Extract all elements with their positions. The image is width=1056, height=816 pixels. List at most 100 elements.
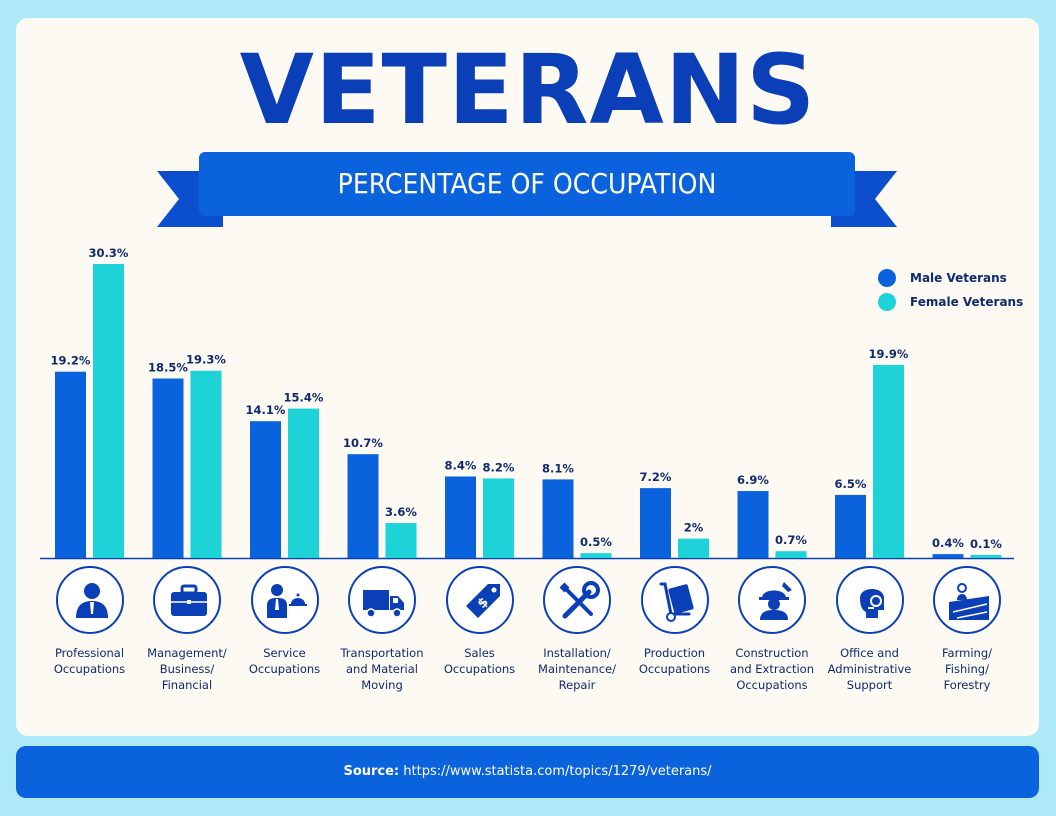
data-label-female-9: 0.1% [970, 537, 1002, 551]
bar-chart: 19.2% 30.3% 18.5%19.3% 14.1%15.4% 10.7% 3.6% 8… [40, 246, 1014, 560]
data-label-female-7: 0.7% [775, 533, 807, 547]
category-label-line: Management/ [147, 646, 227, 660]
bar-female-6 [678, 538, 709, 558]
category-label-line: Installation/ [543, 646, 611, 660]
source-footer: Source: https://www.statista.com/topics/… [16, 746, 1039, 798]
wrench-screwdriver-icon [543, 566, 611, 634]
bar-male-8 [835, 494, 866, 558]
category-label-line: and Material [345, 662, 418, 676]
chart-legend: Male Veterans Female Veterans [878, 266, 1023, 314]
category-label-line: Production [643, 646, 706, 660]
bar-male-6 [640, 488, 671, 558]
bar-male-5 [542, 479, 574, 558]
category-label-line: Fishing/ [945, 662, 989, 676]
category-label-line: Support [846, 678, 893, 692]
truck-icon [348, 566, 416, 634]
category-label-line: and Extraction [730, 662, 814, 676]
bar-female-7 [775, 551, 807, 558]
category-label-line: Professional [54, 646, 125, 660]
category-label-line: Business/ [159, 662, 215, 676]
data-label-female-4: 8.2% [483, 460, 515, 474]
category-label-6: Production Occupations [625, 645, 725, 677]
category-label-line: Occupations [248, 662, 321, 676]
category-label-line: Occupations [443, 662, 516, 676]
category-label-line: Sales [464, 646, 495, 660]
category-label-line: Occupations [53, 662, 126, 676]
bar-male-4 [445, 476, 476, 558]
bar-female-3 [385, 523, 417, 558]
headset-operator-icon [835, 566, 904, 634]
bar-female-5 [580, 553, 612, 558]
bar-male-1 [152, 378, 184, 558]
data-label-male-0: 19.2% [51, 354, 91, 368]
data-label-male-1: 18.5% [148, 360, 188, 374]
data-label-male-5: 8.1% [542, 461, 574, 475]
legend-swatch-female [878, 293, 896, 311]
bar-female-9 [970, 555, 1002, 558]
bar-male-0 [55, 371, 86, 558]
data-label-female-6: 2% [684, 521, 704, 535]
data-label-male-6: 7.2% [640, 470, 672, 484]
category-label-line: Farming/ [942, 646, 992, 660]
bar-male-3 [347, 454, 379, 558]
category-label-1: Management/Business/Financial [137, 645, 237, 693]
category-label-line: Forestry [943, 678, 991, 692]
category-label-line: Occupations [736, 678, 808, 692]
category-label-line: Occupations [638, 662, 711, 676]
bar-female-0 [93, 264, 124, 558]
waiter-icon [250, 566, 319, 634]
legend-swatch-male [878, 269, 896, 287]
category-label-5: Installation/Maintenance/Repair [527, 645, 627, 693]
source-label: Source: [343, 764, 400, 779]
hand-truck-icon [640, 566, 709, 634]
briefcase-icon [153, 566, 221, 634]
professional-person-icon [55, 566, 124, 634]
category-label-line: Administrative [827, 662, 912, 676]
bar-female-1 [190, 370, 222, 558]
category-label-line: Repair [558, 678, 596, 692]
category-label-4: Sales Occupations [430, 645, 530, 677]
category-label-line: Service [263, 646, 306, 660]
data-label-male-8: 6.5% [835, 477, 867, 491]
legend-label-female: Female Veterans [910, 295, 1024, 309]
category-label-line: Moving [361, 678, 403, 692]
page-title: VETERANS [239, 34, 817, 146]
data-label-female-2: 15.4% [284, 391, 324, 405]
category-label-line: Office and [840, 646, 899, 660]
data-label-female-1: 19.3% [186, 353, 226, 367]
data-label-male-2: 14.1% [246, 403, 286, 417]
bar-female-4 [483, 478, 514, 558]
data-label-female-0: 30.3% [89, 246, 129, 260]
bar-male-9 [932, 554, 964, 558]
subtitle-ribbon [199, 152, 855, 216]
legend-label-male: Male Veterans [910, 271, 1007, 285]
category-label-9: Farming/Fishing/Forestry [917, 645, 1017, 693]
chart-subtitle: PERCENTAGE OF OCCUPATION [337, 167, 717, 200]
category-label-3: Transportation and Material Moving [332, 645, 432, 693]
legend-item-male: Male Veterans [878, 266, 1023, 290]
data-label-male-3: 10.7% [343, 436, 383, 450]
bar-male-2 [250, 421, 281, 558]
construction-worker-icon [738, 566, 806, 634]
category-label-line: Transportation [340, 646, 424, 660]
bar-female-8 [873, 364, 904, 558]
data-label-male-7: 6.9% [737, 473, 769, 487]
category-label-line: Maintenance/ [538, 662, 616, 676]
farm-field-icon [933, 566, 1001, 634]
price-tag-icon: $ [445, 566, 514, 634]
bar-male-7 [737, 491, 769, 558]
data-label-female-3: 3.6% [385, 505, 417, 519]
category-label-8: Office and Administrative Support [820, 645, 920, 693]
category-label-7: Construction and Extraction Occupations [722, 645, 822, 693]
legend-item-female: Female Veterans [878, 290, 1023, 314]
category-label-line: Financial [161, 678, 213, 692]
data-label-male-4: 8.4% [445, 458, 477, 472]
category-label-2: Service Occupations [235, 645, 335, 677]
data-label-female-5: 0.5% [580, 535, 612, 549]
source-url[interactable]: https://www.statista.com/topics/1279/vet… [403, 764, 712, 779]
data-label-female-8: 19.9% [869, 347, 909, 361]
category-label-line: Construction [735, 646, 809, 660]
category-label-0: Professional Occupations [40, 645, 140, 677]
data-label-male-9: 0.4% [932, 536, 964, 550]
bar-female-2 [288, 408, 319, 558]
